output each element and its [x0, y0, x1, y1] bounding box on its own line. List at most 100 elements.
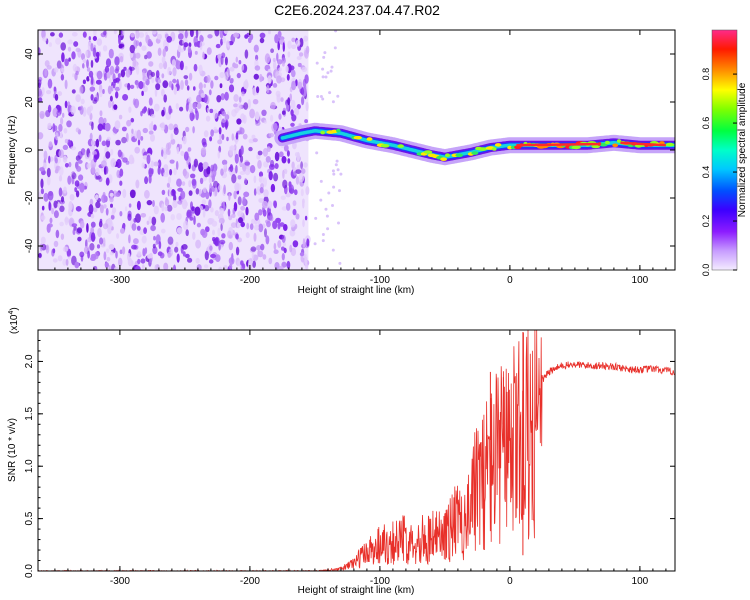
noise-blob: [53, 86, 57, 92]
noise-blob: [56, 60, 62, 69]
noise-blob: [142, 264, 145, 270]
noise-blob: [88, 152, 92, 162]
noise-blob: [195, 30, 199, 39]
noise-blob: [150, 160, 154, 168]
noise-blob: [105, 248, 110, 254]
noise-blob: [231, 174, 237, 184]
noise-blob: [276, 52, 279, 62]
noise-blob: [234, 107, 239, 114]
noise-blob: [120, 69, 126, 78]
noise-blob: [221, 233, 226, 239]
noise-blob: [176, 253, 180, 263]
noise-blob: [67, 39, 73, 45]
noise-blob: [157, 251, 163, 256]
noise-blob: [45, 244, 50, 254]
noise-blob: [64, 163, 69, 168]
noise-blob: [219, 83, 223, 89]
noise-dot: [319, 179, 323, 183]
noise-blob: [111, 226, 114, 231]
track-peak-band: [620, 141, 666, 147]
noise-blob: [125, 69, 131, 78]
noise-blob: [192, 231, 196, 240]
noise-blob: [89, 145, 95, 151]
noise-blob: [38, 253, 42, 258]
noise-blob: [138, 41, 142, 47]
noise-blob: [179, 144, 183, 149]
noise-blob: [270, 159, 275, 168]
noise-blob: [217, 139, 223, 145]
spectrogram-noise: [38, 30, 343, 270]
noise-blob: [161, 73, 165, 79]
noise-blob: [220, 55, 224, 65]
noise-blob: [85, 239, 88, 249]
noise-blob: [283, 224, 288, 231]
noise-blob: [56, 110, 62, 116]
noise-blob: [85, 50, 88, 58]
noise-blob: [161, 56, 166, 64]
colorbar-tick-label: 0.4: [701, 166, 711, 179]
noise-blob: [170, 214, 175, 221]
noise-blob: [73, 41, 79, 47]
noise-blob: [89, 198, 94, 206]
noise-blob: [235, 56, 238, 63]
noise-blob: [289, 244, 293, 253]
noise-blob: [82, 58, 87, 64]
noise-blob: [182, 135, 187, 145]
noise-blob: [270, 48, 274, 53]
noise-blob: [46, 90, 52, 95]
noise-blob: [153, 103, 160, 112]
noise-blob: [75, 206, 82, 212]
noise-blob: [69, 194, 75, 201]
noise-blob: [46, 223, 51, 233]
noise-blob: [191, 178, 197, 186]
noise-dot: [339, 172, 343, 176]
noise-blob: [276, 75, 282, 84]
noise-blob: [185, 229, 189, 237]
noise-blob: [175, 59, 179, 66]
noise-blob: [302, 200, 305, 209]
noise-blob: [103, 204, 107, 209]
noise-blob: [200, 92, 206, 99]
noise-blob: [92, 47, 97, 58]
noise-blob: [206, 74, 211, 84]
noise-blob: [147, 107, 151, 116]
noise-blob: [128, 234, 131, 244]
noise-blob: [77, 151, 83, 159]
noise-blob: [40, 236, 46, 245]
noise-blob: [80, 98, 85, 105]
noise-blob: [202, 187, 207, 193]
noise-blob: [285, 192, 291, 198]
noise-blob: [215, 254, 221, 262]
noise-blob: [151, 30, 157, 35]
noise-blob: [301, 66, 308, 72]
noise-blob: [299, 37, 304, 48]
noise-blob: [47, 122, 52, 130]
noise-blob: [277, 240, 282, 249]
noise-blob: [60, 42, 66, 51]
noise-blob: [240, 145, 244, 155]
noise-blob: [198, 82, 203, 90]
noise-blob: [62, 112, 65, 118]
noise-blob: [161, 88, 165, 97]
noise-blob: [263, 189, 269, 198]
noise-blob: [72, 73, 75, 78]
noise-blob: [292, 200, 297, 207]
track-hotspot: [665, 142, 675, 147]
noise-blob: [172, 200, 178, 209]
noise-dot: [321, 75, 325, 79]
noise-blob: [54, 157, 58, 164]
noise-blob: [128, 106, 132, 113]
noise-blob: [289, 65, 295, 71]
chart-title: C2E6.2024.237.04.47.R02: [274, 2, 440, 18]
noise-blob: [283, 247, 287, 254]
noise-blob: [48, 42, 52, 47]
noise-blob: [220, 223, 223, 231]
noise-blob: [58, 175, 63, 182]
noise-blob: [223, 184, 226, 195]
noise-blob: [118, 114, 123, 120]
noise-blob: [227, 208, 231, 217]
noise-blob: [57, 255, 63, 262]
noise-blob: [119, 249, 123, 255]
noise-blob: [262, 148, 268, 157]
colorbar-label: Normalized spectral amplitude: [737, 82, 748, 217]
